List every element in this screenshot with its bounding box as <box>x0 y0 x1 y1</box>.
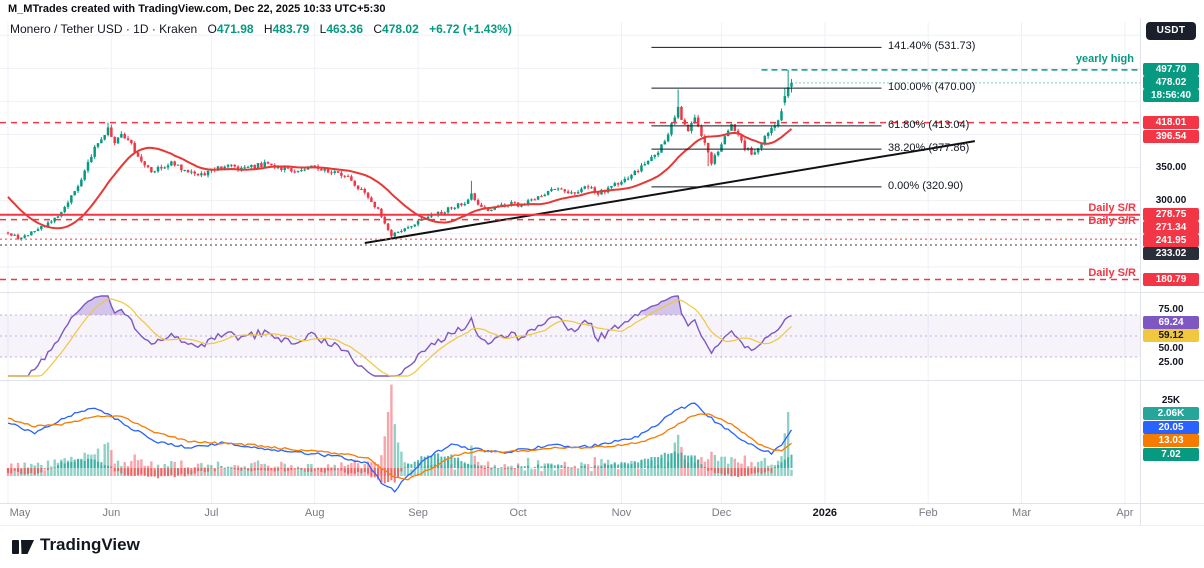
time-axis-label: Oct <box>509 507 527 519</box>
rsi-ma-line <box>8 298 792 377</box>
price-axis-label: 18:56:40 <box>1143 89 1199 103</box>
ma-line <box>7 128 793 230</box>
price-axis-label: 241.95 <box>1143 234 1199 248</box>
price-axis-label: 2.06K <box>1143 407 1199 420</box>
price-axis-label: 50.00 <box>1158 343 1184 355</box>
osc-blue-line <box>7 402 793 493</box>
fib-level-label: 38.20% (377.86) <box>888 142 970 155</box>
tradingview-brand[interactable]: TradingView <box>40 535 140 554</box>
open-value: 471.98 <box>216 22 254 36</box>
time-axis[interactable] <box>0 503 1140 526</box>
sr-label: Daily S/R <box>1088 201 1136 214</box>
time-axis-label: Jun <box>102 507 121 519</box>
change-value: +6.72 (+1.43%) <box>429 22 512 36</box>
price-axis-label: 59.12 <box>1143 329 1199 343</box>
fib-level-label: 100.00% (470.00) <box>888 81 976 94</box>
fib-level-label: 61.80% (413.04) <box>888 118 970 131</box>
time-axis-label: Aug <box>304 507 325 519</box>
price-axis-label: 20.05 <box>1143 420 1199 434</box>
price-axis-label: 180.79 <box>1143 273 1199 287</box>
symbol-legend: Monero / Tether USD · 1D · Kraken O471.9… <box>10 22 512 36</box>
sr-label: Daily S/R <box>1088 214 1136 227</box>
close-label: C <box>373 22 383 36</box>
price-axis-label: 271.34 <box>1143 221 1199 235</box>
high-label: H <box>263 22 273 36</box>
time-axis-label: 2026 <box>812 507 838 519</box>
price-axis-label: 278.75 <box>1143 208 1199 222</box>
symbol-title[interactable]: Monero / Tether USD · 1D · Kraken <box>10 22 198 36</box>
price-axis-label: 25.00 <box>1158 356 1184 368</box>
open-label: O <box>207 22 217 36</box>
price-axis-label: 13.03 <box>1143 434 1199 447</box>
sr-label: Daily S/R <box>1088 266 1136 279</box>
price-axis-label: 300.00 <box>1155 195 1187 207</box>
price-axis-label: 7.02 <box>1143 447 1199 461</box>
high-value: 483.79 <box>272 22 310 36</box>
currency-toggle-button[interactable]: USDT <box>1146 22 1196 40</box>
low-value: 463.36 <box>326 22 364 36</box>
time-axis-label: Apr <box>1116 507 1134 519</box>
price-axis-label: 75.00 <box>1158 304 1184 316</box>
price-axis-label: 396.54 <box>1143 130 1199 144</box>
osc-orange-line <box>7 413 792 481</box>
price-axis-label: 350.00 <box>1155 162 1187 174</box>
time-axis-label: Mar <box>1012 507 1031 519</box>
attribution-text: M_MTrades created with TradingView.com, … <box>8 3 386 15</box>
price-axis-label: 497.70 <box>1143 63 1199 77</box>
price-axis-label: 478.02 <box>1143 76 1199 90</box>
price-axis-label: 233.02 <box>1143 247 1199 261</box>
histogram-series <box>7 451 793 484</box>
tradingview-logo-icon[interactable] <box>10 534 36 560</box>
fib-level-label: 141.40% (531.73) <box>888 40 976 53</box>
time-axis-label: Dec <box>711 507 732 519</box>
time-axis-label: Sep <box>408 507 428 519</box>
time-axis-label: Nov <box>611 507 632 519</box>
fib-level-label: 0.00% (320.90) <box>888 179 964 192</box>
close-value: 478.02 <box>382 22 419 36</box>
footer-bar: TradingView <box>0 526 1204 568</box>
low-label: L <box>319 22 327 36</box>
candlestick-series <box>6 69 793 241</box>
time-axis-label: Feb <box>918 507 938 519</box>
price-axis-label: 418.01 <box>1143 116 1199 130</box>
yearly-high-label: yearly high <box>1075 53 1134 65</box>
price-axis-label: 69.24 <box>1143 316 1199 330</box>
time-axis-label: May <box>9 507 31 519</box>
price-axis-label: 25K <box>1161 394 1181 406</box>
time-axis-label: Jul <box>204 507 219 519</box>
trend-line <box>364 140 976 245</box>
rsi-line <box>8 295 792 377</box>
